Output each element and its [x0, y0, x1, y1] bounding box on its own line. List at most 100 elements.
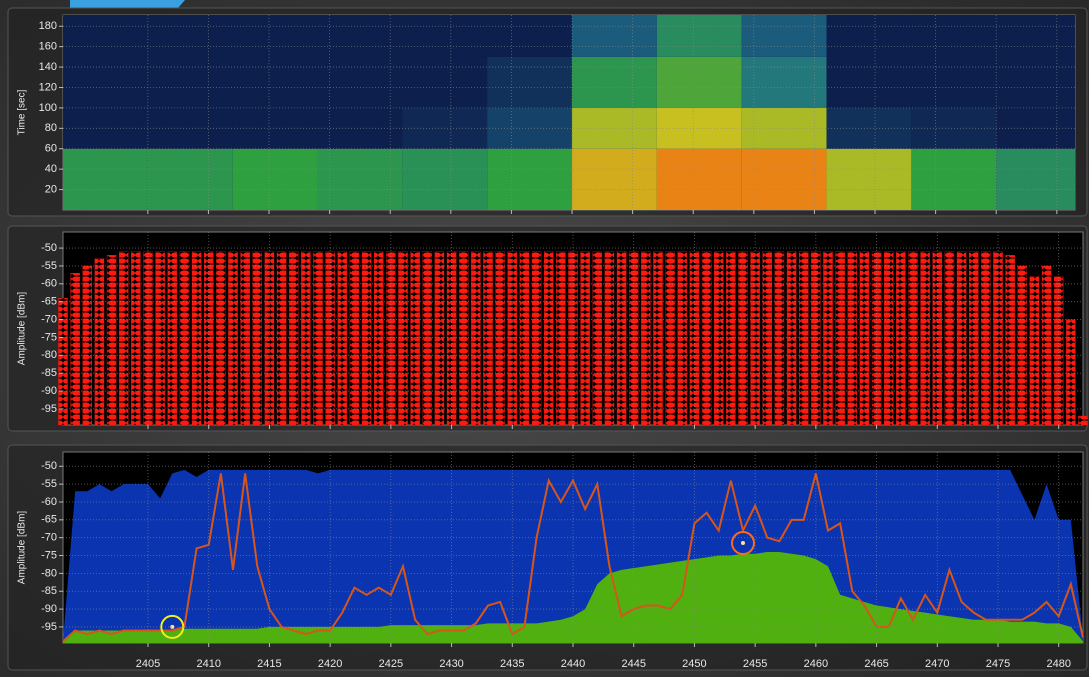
x-tick-label: 2470: [925, 658, 949, 670]
amplitude-column: [241, 252, 250, 425]
y-tick-label: -70: [41, 532, 57, 544]
amplitude-column: [253, 252, 262, 425]
marker-dot: [170, 625, 174, 629]
amplitude-column: [471, 252, 480, 425]
heat-cell: [572, 108, 657, 149]
y-tick-label: 180: [39, 20, 57, 32]
amplitude-column: [228, 252, 237, 425]
heat-cell: [742, 57, 827, 108]
x-tick-label: 2405: [136, 658, 160, 670]
amplitude-column: [775, 252, 784, 425]
analyzer-window: 20406080100120140160180Time [sec]-50-55-…: [0, 0, 1089, 677]
amplitude-column: [483, 252, 492, 425]
amplitude-column: [374, 252, 383, 425]
amplitude-column: [168, 252, 177, 425]
x-tick-label: 2445: [621, 658, 645, 670]
y-tick-label: -75: [41, 331, 57, 343]
heat-cell: [996, 15, 1075, 57]
x-tick-label: 2420: [318, 658, 342, 670]
x-tick-label: 2430: [439, 658, 463, 670]
amplitude-column: [653, 252, 662, 425]
y-tick-label: -65: [41, 296, 57, 308]
y-tick-label: 80: [45, 122, 57, 134]
heat-cell: [487, 108, 572, 149]
amplitude-column: [581, 252, 590, 425]
amplitude-column: [532, 252, 541, 425]
amplitude-column: [823, 252, 832, 425]
heat-cell: [996, 57, 1075, 108]
amplitude-column: [605, 252, 614, 425]
amplitude-column: [350, 252, 359, 425]
y-tick-label: -50: [41, 460, 57, 472]
amplitude-column: [896, 252, 905, 425]
y-tick-label: -60: [41, 278, 57, 290]
amplitude-column: [763, 252, 772, 425]
heat-cell: [148, 15, 233, 57]
y-tick-label: 120: [39, 81, 57, 93]
y-tick-label: -55: [41, 260, 57, 272]
y-tick-label: -85: [41, 367, 57, 379]
amplitude-column: [398, 252, 407, 425]
y-tick-label: 60: [45, 143, 57, 155]
heat-cell: [148, 57, 233, 108]
amplitude-column: [617, 252, 626, 425]
heat-cell: [572, 15, 657, 57]
amplitude-column: [180, 252, 189, 425]
x-tick-label: 2450: [682, 658, 706, 670]
heat-cell: [233, 15, 318, 57]
x-tick-label: 2475: [986, 658, 1010, 670]
amplitude-column: [714, 252, 723, 425]
amplitude-column: [1018, 266, 1027, 425]
amplitude-column: [459, 252, 468, 425]
amplitude-column: [107, 255, 116, 425]
heat-cell: [827, 108, 912, 149]
y-tick-label: -90: [41, 385, 57, 397]
heat-cell: [63, 149, 148, 210]
heat-cell: [657, 15, 742, 57]
y-axis-label: Amplitude [dBm]: [17, 511, 28, 585]
heat-cell: [233, 57, 318, 108]
heat-cell: [487, 57, 572, 108]
amplitude-column: [71, 273, 80, 425]
amplitude-column: [496, 252, 505, 425]
amplitude-column: [520, 252, 529, 425]
heat-cell: [742, 15, 827, 57]
tab-accent: [70, 0, 185, 8]
panel: -50-55-60-65-70-75-80-85-90-952405241024…: [8, 445, 1087, 670]
heat-cell: [572, 57, 657, 108]
amplitude-column: [338, 252, 347, 425]
heat-cell: [63, 15, 148, 57]
x-tick-label: 2410: [196, 658, 220, 670]
heat-cell: [487, 15, 572, 57]
amplitude-column: [702, 252, 711, 425]
heat-cell: [148, 149, 233, 210]
amplitude-column: [131, 252, 140, 425]
amplitude-column: [544, 252, 553, 425]
amplitude-column: [884, 252, 893, 425]
heat-cell: [318, 57, 403, 108]
panel: -50-55-60-65-70-75-80-85-90-95Amplitude …: [8, 226, 1088, 431]
x-tick-label: 2455: [743, 658, 767, 670]
x-tick-label: 2460: [804, 658, 828, 670]
y-tick-label: -80: [41, 567, 57, 579]
amplitude-column: [301, 252, 310, 425]
amplitude-column: [848, 252, 857, 425]
amplitude-column: [435, 252, 444, 425]
x-tick-label: 2435: [500, 658, 524, 670]
y-tick-label: 140: [39, 61, 57, 73]
amplitude-column: [593, 252, 602, 425]
heat-cell: [827, 15, 912, 57]
heat-cell: [911, 57, 996, 108]
amplitude-column: [58, 298, 67, 425]
x-tick-label: 2425: [379, 658, 403, 670]
amplitude-column: [362, 252, 371, 425]
amplitude-column: [1042, 266, 1051, 425]
amplitude-column: [945, 252, 954, 425]
marker-dot: [741, 541, 745, 545]
y-tick-label: -80: [41, 349, 57, 361]
amplitude-column: [423, 252, 432, 425]
y-tick-label: -85: [41, 585, 57, 597]
amplitude-column: [921, 252, 930, 425]
amplitude-column: [289, 252, 298, 425]
heat-cell: [827, 149, 912, 210]
